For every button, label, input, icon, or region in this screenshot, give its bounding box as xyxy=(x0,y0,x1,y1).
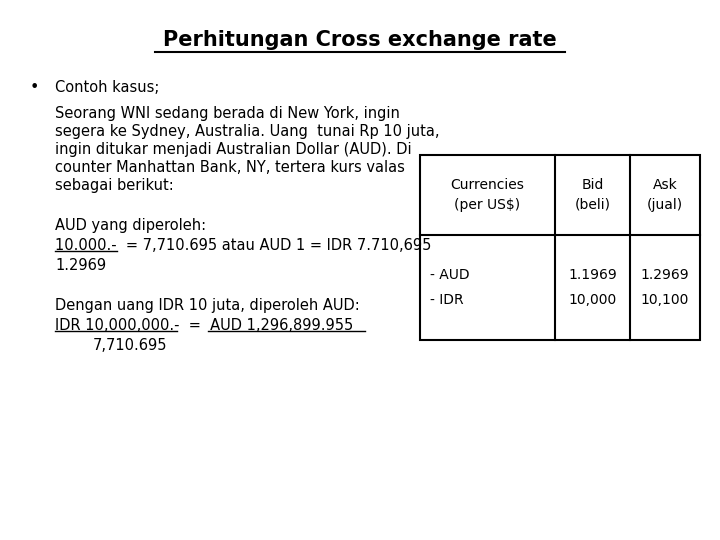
Text: Bid
(beli): Bid (beli) xyxy=(575,178,611,212)
Text: 10.000.-  = 7,710.695 atau AUD 1 = IDR 7.710,695: 10.000.- = 7,710.695 atau AUD 1 = IDR 7.… xyxy=(55,238,431,253)
Text: counter Manhattan Bank, NY, tertera kurs valas: counter Manhattan Bank, NY, tertera kurs… xyxy=(55,160,405,175)
Text: ingin ditukar menjadi Australian Dollar (AUD). Di: ingin ditukar menjadi Australian Dollar … xyxy=(55,142,412,157)
Text: Seorang WNI sedang berada di New York, ingin: Seorang WNI sedang berada di New York, i… xyxy=(55,106,400,121)
Text: Dengan uang IDR 10 juta, diperoleh AUD:: Dengan uang IDR 10 juta, diperoleh AUD: xyxy=(55,298,360,313)
Text: Perhitungan Cross exchange rate: Perhitungan Cross exchange rate xyxy=(163,30,557,50)
Text: Ask
(jual): Ask (jual) xyxy=(647,178,683,212)
Text: 7,710.695: 7,710.695 xyxy=(93,338,168,353)
Text: AUD yang diperoleh:: AUD yang diperoleh: xyxy=(55,218,206,233)
Text: •: • xyxy=(30,80,40,95)
Text: Contoh kasus;: Contoh kasus; xyxy=(55,80,159,95)
Text: segera ke Sydney, Australia. Uang  tunai Rp 10 juta,: segera ke Sydney, Australia. Uang tunai … xyxy=(55,124,439,139)
Text: 1.2969
10,100: 1.2969 10,100 xyxy=(641,268,689,307)
Text: 1.1969
10,000: 1.1969 10,000 xyxy=(568,268,617,307)
Text: Currencies
(per US$): Currencies (per US$) xyxy=(451,178,524,212)
Text: 1.2969: 1.2969 xyxy=(55,258,106,273)
Bar xyxy=(420,155,700,340)
Text: - AUD
- IDR: - AUD - IDR xyxy=(430,268,469,307)
Text: sebagai berikut:: sebagai berikut: xyxy=(55,178,174,193)
Text: IDR 10,000,000.-  =  AUD 1,296,899.955: IDR 10,000,000.- = AUD 1,296,899.955 xyxy=(55,318,354,333)
